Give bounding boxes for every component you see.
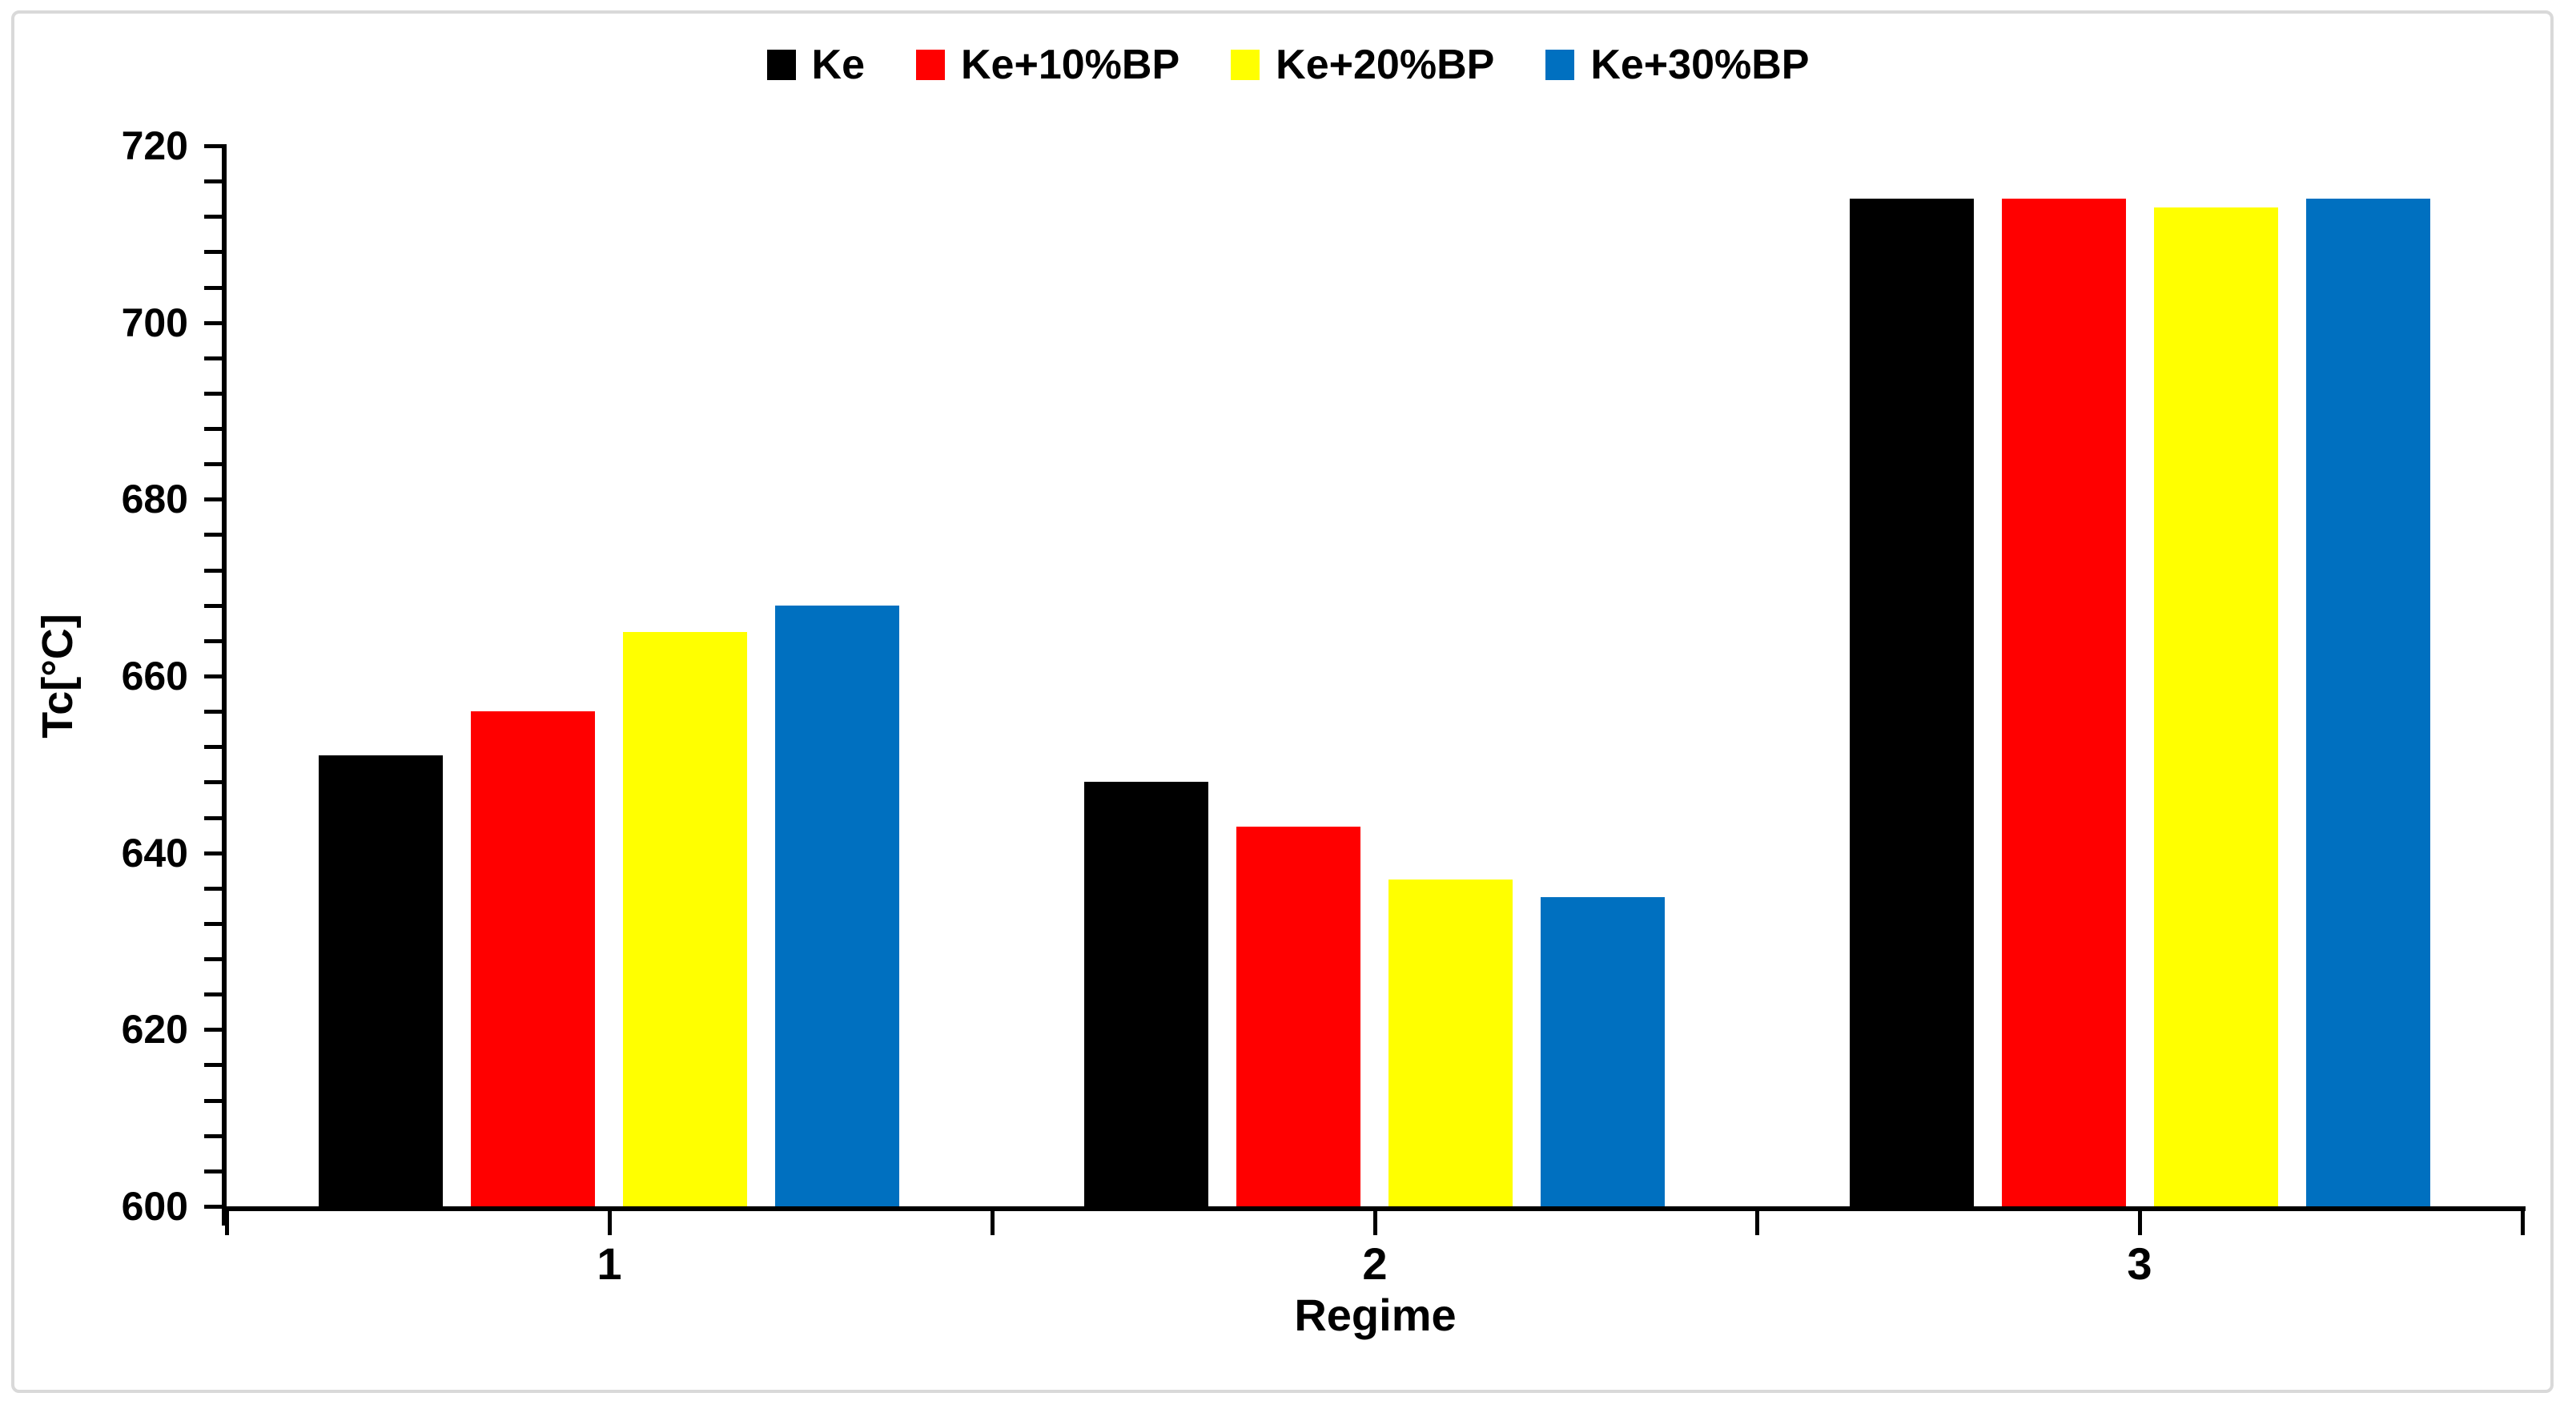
y-tick-label: 640	[121, 831, 188, 876]
x-tick	[991, 1211, 995, 1235]
y-tick	[204, 1063, 222, 1067]
y-tick	[204, 816, 222, 820]
y-tick	[204, 427, 222, 431]
y-tick	[204, 710, 222, 714]
y-tick	[204, 604, 222, 608]
y-tick	[204, 674, 222, 678]
y-tick	[204, 957, 222, 961]
category-label: 1	[597, 1238, 622, 1289]
bar-Ke+30%BP-regime-2	[1541, 897, 1665, 1206]
x-tick	[608, 1211, 612, 1235]
x-tick	[1755, 1211, 1759, 1235]
y-tick	[204, 992, 222, 996]
y-tick	[204, 179, 222, 183]
legend-swatch-icon	[1545, 50, 1575, 80]
y-tick-label: 600	[121, 1184, 188, 1229]
legend-item: Ke+10%BP	[916, 44, 1179, 86]
y-tick-label: 620	[121, 1007, 188, 1052]
x-tick	[1373, 1211, 1377, 1235]
legend-label: Ke+30%BP	[1590, 42, 1810, 88]
bar-Ke+20%BP-regime-1	[623, 632, 747, 1206]
bar-Ke+30%BP-regime-3	[2306, 199, 2430, 1206]
bar-Ke-regime-3	[1850, 199, 1974, 1206]
y-tick	[204, 639, 222, 643]
bar-Ke+10%BP-regime-2	[1236, 827, 1360, 1206]
y-tick	[204, 356, 222, 360]
bar-Ke+10%BP-regime-3	[2002, 199, 2126, 1206]
legend-item: Ke+30%BP	[1545, 44, 1809, 86]
chart-legend: Ke Ke+10%BP Ke+20%BP Ke+30%BP	[0, 34, 2576, 96]
legend-swatch-icon	[916, 50, 945, 80]
x-axis-line	[222, 1206, 2526, 1211]
y-tick	[204, 569, 222, 573]
bar-Ke+10%BP-regime-1	[471, 711, 595, 1206]
legend-item: Ke+20%BP	[1231, 44, 1494, 86]
y-tick	[204, 533, 222, 537]
y-tick	[204, 887, 222, 891]
legend-item: Ke	[766, 42, 865, 88]
y-tick	[204, 745, 222, 749]
y-tick	[204, 851, 222, 855]
y-tick	[204, 497, 222, 501]
y-axis-title: Tc[°C]	[34, 614, 82, 739]
y-tick	[204, 250, 222, 254]
y-tick	[204, 780, 222, 784]
x-tick	[225, 1211, 229, 1235]
y-tick	[204, 1028, 222, 1032]
legend-label: Ke+10%BP	[961, 42, 1180, 88]
y-tick	[204, 392, 222, 396]
y-tick	[204, 1099, 222, 1103]
y-tick	[204, 462, 222, 466]
y-tick-label: 720	[121, 123, 188, 168]
category-label: 3	[2127, 1238, 2152, 1289]
y-tick	[204, 215, 222, 219]
category-label: 2	[1362, 1238, 1388, 1289]
y-tick-label: 700	[121, 300, 188, 345]
x-axis-title: Regime	[1294, 1290, 1457, 1340]
bar-Ke+20%BP-regime-2	[1388, 880, 1513, 1206]
legend-label: Ke+20%BP	[1276, 42, 1495, 88]
y-tick	[204, 321, 222, 325]
bar-Ke-regime-1	[319, 755, 443, 1206]
y-tick	[204, 286, 222, 290]
y-tick	[204, 1169, 222, 1173]
x-tick	[2521, 1211, 2525, 1235]
bar-Ke+30%BP-regime-1	[775, 606, 899, 1206]
y-tick-label: 680	[121, 477, 188, 521]
bar-Ke-regime-2	[1084, 782, 1208, 1206]
y-tick	[204, 922, 222, 926]
y-tick	[204, 1205, 222, 1209]
y-tick-label: 660	[121, 654, 188, 698]
legend-label: Ke	[811, 42, 865, 88]
x-tick	[2138, 1211, 2142, 1235]
legend-swatch-icon	[766, 50, 796, 80]
y-tick	[204, 144, 222, 148]
bar-Ke+20%BP-regime-3	[2154, 207, 2278, 1206]
y-tick	[204, 1134, 222, 1138]
legend-swatch-icon	[1231, 50, 1260, 80]
y-axis-line	[222, 144, 227, 1226]
